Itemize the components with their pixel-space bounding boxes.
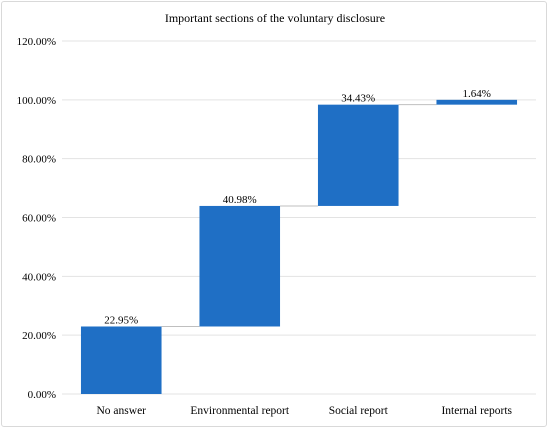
y-tick-label: 20.00% <box>22 330 56 342</box>
y-tick-label: 40.00% <box>22 271 56 283</box>
data-label: 40.98% <box>223 194 257 206</box>
bar-environmental-report <box>199 205 281 327</box>
y-tick-label: 60.00% <box>22 213 56 225</box>
x-category-label: Environmental report <box>190 405 289 417</box>
y-axis-tick-labels: 0.00% 20.00% 40.00% 60.00% 80.00% 100.00% 120.… <box>17 36 56 401</box>
data-label: 1.64% <box>463 88 491 100</box>
y-tick-label: 80.00% <box>22 154 56 166</box>
data-label: 34.43% <box>341 93 375 105</box>
x-category-label: No answer <box>97 405 147 417</box>
bar-no-answer <box>80 326 162 394</box>
y-tick-label: 120.00% <box>17 36 56 48</box>
y-tick-label: 100.00% <box>17 95 56 107</box>
chart-title: Important sections of the voluntary disc… <box>165 11 385 25</box>
data-label: 22.95% <box>104 314 138 326</box>
connector-lines <box>161 104 437 327</box>
data-labels: 22.95% 40.98% 34.43% 1.64% <box>104 88 491 327</box>
x-category-label: Social report <box>329 405 389 417</box>
bar-internal-reports <box>436 99 518 105</box>
x-axis-category-labels: No answer Environmental report Social repo… <box>97 405 513 417</box>
x-category-label: Internal reports <box>441 405 512 417</box>
bars <box>80 99 518 394</box>
bar-social-report <box>317 104 399 206</box>
y-tick-label: 0.00% <box>28 389 56 401</box>
